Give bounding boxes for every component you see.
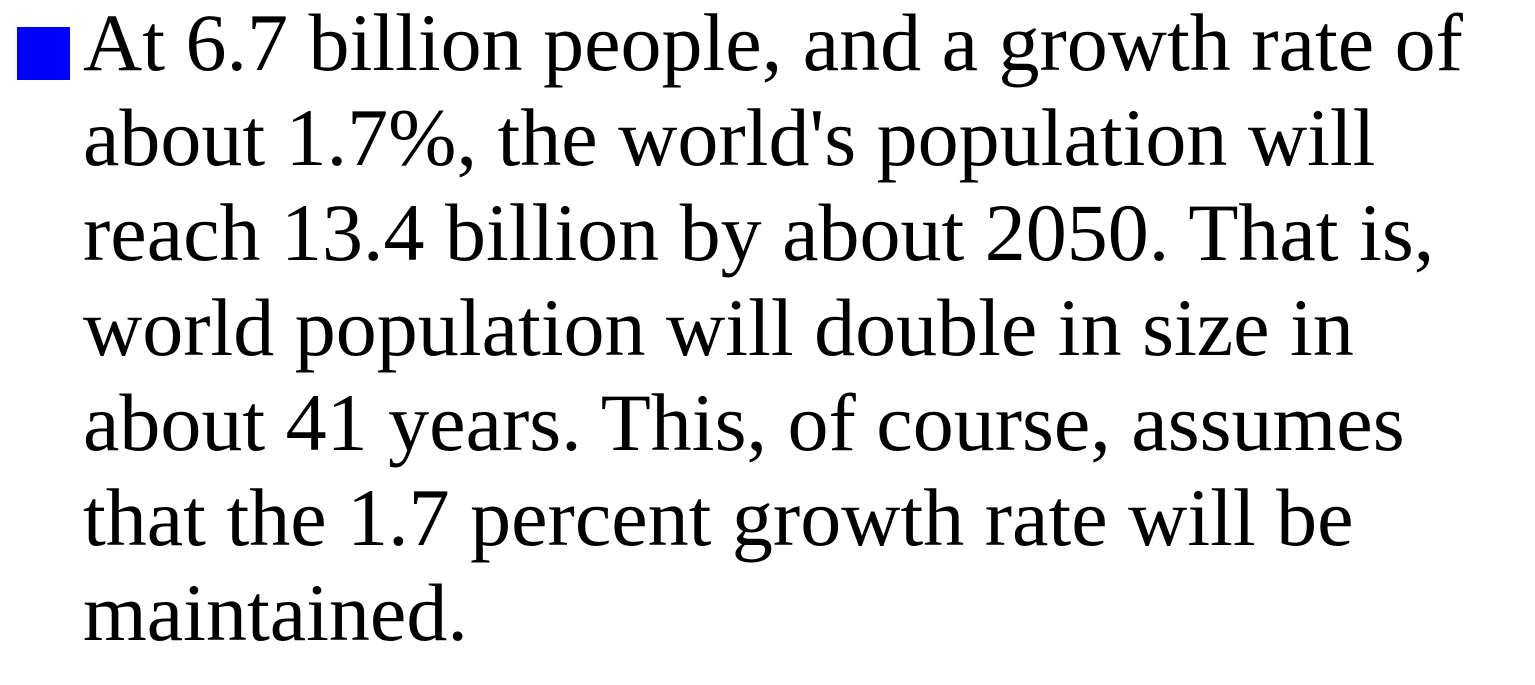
text-line: that the 1.7 percent growth rate will be <box>83 472 1354 563</box>
text-line: maintained. <box>83 567 468 658</box>
text-line: about 1.7%, the world's population will <box>83 92 1376 183</box>
text-line: reach 13.4 billion by about 2050. That i… <box>83 187 1435 278</box>
text-line: At 6.7 billion people, and a growth rate… <box>83 0 1463 88</box>
bullet-marker <box>17 27 70 80</box>
bullet-text: At 6.7 billion people, and a growth rate… <box>83 0 1463 660</box>
text-line: world population will double in size in <box>83 282 1354 373</box>
text-line: about 41 years. This, of course, assumes <box>83 377 1405 468</box>
